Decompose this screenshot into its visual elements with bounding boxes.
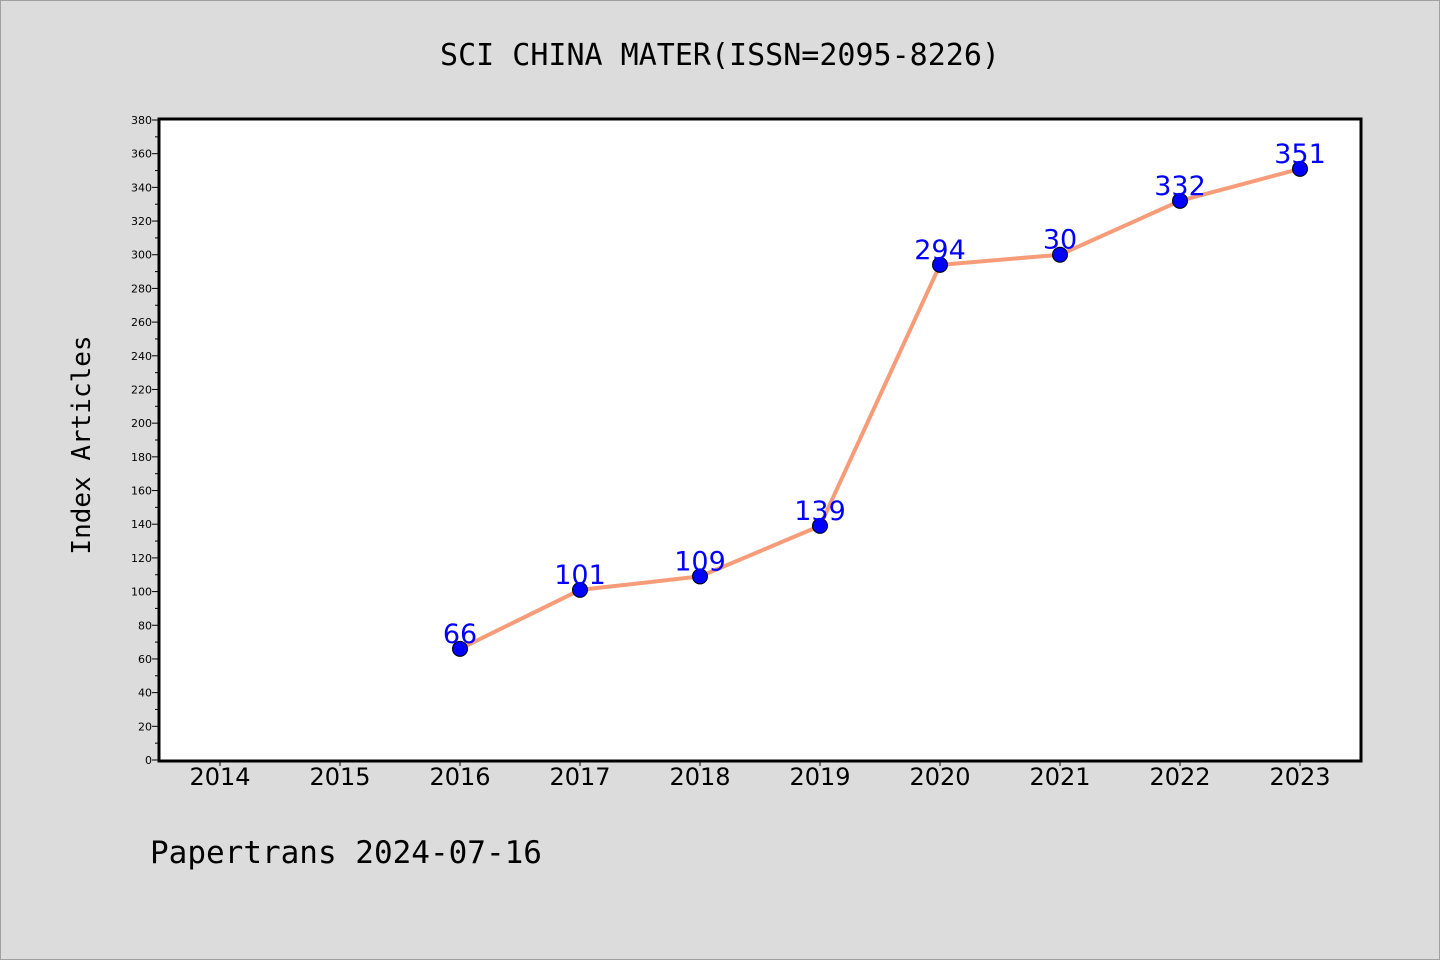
series-line [459,166,1301,651]
plot-area [159,119,1361,761]
y-tick-label: 280 [131,282,152,295]
x-tick-label: 2017 [549,763,610,791]
y-tick-label: 320 [131,215,152,228]
y-tick-label: 40 [138,687,152,700]
data-point [812,517,828,534]
data-label: 332 [1154,171,1206,202]
data-point [692,568,708,585]
x-tick-label: 2020 [909,763,970,791]
x-tick-label: 2023 [1269,763,1330,791]
y-tick-label: 340 [131,181,152,194]
plot-border [157,117,1363,763]
x-tick-label: 2022 [1149,763,1210,791]
y-tick-label: 180 [131,451,152,464]
y-tick-label: 20 [138,720,152,733]
y-tick-label: 240 [131,350,152,363]
y-tick-label: 360 [131,148,152,161]
data-label: 66 [443,619,477,650]
data-label: 139 [794,496,846,527]
y-tick-label: 200 [131,417,152,430]
y-tick-label: 80 [138,619,152,632]
x-tick-label: 2016 [429,763,490,791]
y-tick-label: 100 [131,586,152,599]
data-label: 109 [674,546,726,577]
y-tick-label: 260 [131,316,152,329]
y-tick-label: 60 [138,653,152,666]
x-axis: 2014 2015 2016 2017 2018 2019 2020 2021 2022 2023 [189,760,1331,791]
x-tick-label: 2019 [789,763,850,791]
y-tick-label: 300 [131,249,152,262]
y-tick-label: 140 [131,518,152,531]
data-label: 101 [554,560,606,591]
y-axis: 0 20 40 60 80 100 120 140 160 180 200 220 240 260 280 3… [131,114,160,767]
data-label: 351 [1274,139,1326,170]
y-tick-label: 380 [131,114,152,127]
data-point [1052,246,1068,263]
data-label: 30 [1043,225,1077,256]
data-point [572,581,588,598]
x-tick-label: 2021 [1029,763,1090,791]
y-axis-label: Index Articles [67,335,97,554]
x-tick-label: 2018 [669,763,730,791]
y-tick-label: 0 [145,754,152,767]
series-layer: 66 101 109 139 294 30 332 351 [443,139,1326,657]
data-label: 294 [914,235,966,266]
data-point [932,256,948,273]
chart-title: SCI CHINA MATER(ISSN=2095-8226) [440,38,1000,73]
x-tick-label: 2014 [189,763,250,791]
data-point [1292,160,1308,177]
footer-text: Papertrans 2024-07-16 [150,835,542,871]
y-tick-label: 220 [131,383,152,396]
x-tick-label: 2015 [309,763,370,791]
data-point [1172,192,1188,209]
y-tick-label: 120 [131,552,152,565]
data-point [452,640,468,657]
y-tick-label: 160 [131,485,152,498]
